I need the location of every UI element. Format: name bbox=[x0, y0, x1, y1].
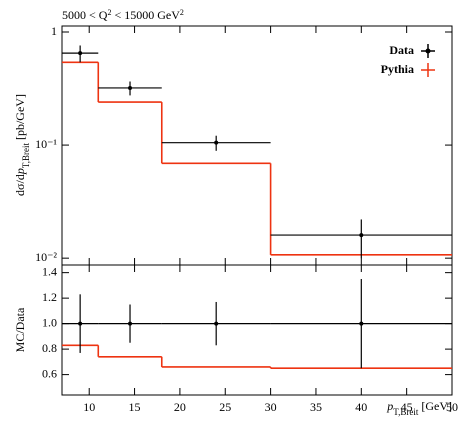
plot-frame bbox=[61, 264, 453, 396]
label-part: p bbox=[386, 399, 393, 413]
label-part: p bbox=[13, 168, 27, 175]
label-part: T,Breit bbox=[393, 407, 419, 417]
y-tick-label: 1 bbox=[51, 24, 57, 38]
data-point bbox=[78, 321, 83, 326]
x-tick-label: 35 bbox=[310, 400, 322, 414]
y-tick-label: 0.8 bbox=[42, 341, 57, 355]
label-part: [GeV] bbox=[418, 399, 452, 413]
data-point bbox=[128, 85, 133, 90]
chart-title: 5000 < Q2 < 15000 GeV2 bbox=[62, 8, 184, 23]
data-point bbox=[359, 321, 364, 326]
y-tick-label: 1.2 bbox=[42, 290, 57, 304]
x-axis-label: pT,Breit [GeV] bbox=[386, 399, 452, 417]
y-tick-label: 0.6 bbox=[42, 366, 57, 380]
x-tick-label: 25 bbox=[219, 400, 231, 414]
data-point bbox=[359, 233, 364, 238]
label-part: T,Breit bbox=[21, 143, 31, 169]
title-part: 5000 < Q bbox=[62, 8, 108, 22]
y-tick-label: 1.4 bbox=[42, 264, 57, 278]
y-axis-label: dσ/dpT,Breit [pb/GeV] bbox=[13, 94, 31, 196]
x-tick-label: 50 bbox=[446, 400, 458, 414]
legend-label: Data bbox=[389, 43, 414, 57]
x-tick-label: 15 bbox=[129, 400, 141, 414]
data-point bbox=[128, 321, 133, 326]
data-point bbox=[78, 51, 83, 56]
title-part: 2 bbox=[107, 8, 111, 17]
x-tick-label: 40 bbox=[355, 400, 367, 414]
title-part: 2 bbox=[180, 8, 184, 17]
y-tick-label: 1.0 bbox=[42, 315, 57, 329]
label-part: [pb/GeV] bbox=[13, 94, 27, 143]
title-part: < 15000 GeV bbox=[111, 8, 180, 22]
y-tick-label: 10⁻² bbox=[35, 250, 57, 264]
data-point bbox=[214, 321, 219, 326]
y-tick-label: 10⁻¹ bbox=[35, 137, 57, 151]
legend-marker bbox=[425, 48, 431, 54]
legend-label: Pythia bbox=[381, 62, 414, 76]
x-tick-label: 10 bbox=[83, 400, 95, 414]
x-tick-label: 20 bbox=[174, 400, 186, 414]
y-axis-label: MC/Data bbox=[13, 307, 27, 352]
label-part: dσ/d bbox=[13, 174, 27, 196]
data-point bbox=[214, 140, 219, 145]
x-tick-label: 30 bbox=[265, 400, 277, 414]
x-tick-label: 45 bbox=[401, 400, 413, 414]
